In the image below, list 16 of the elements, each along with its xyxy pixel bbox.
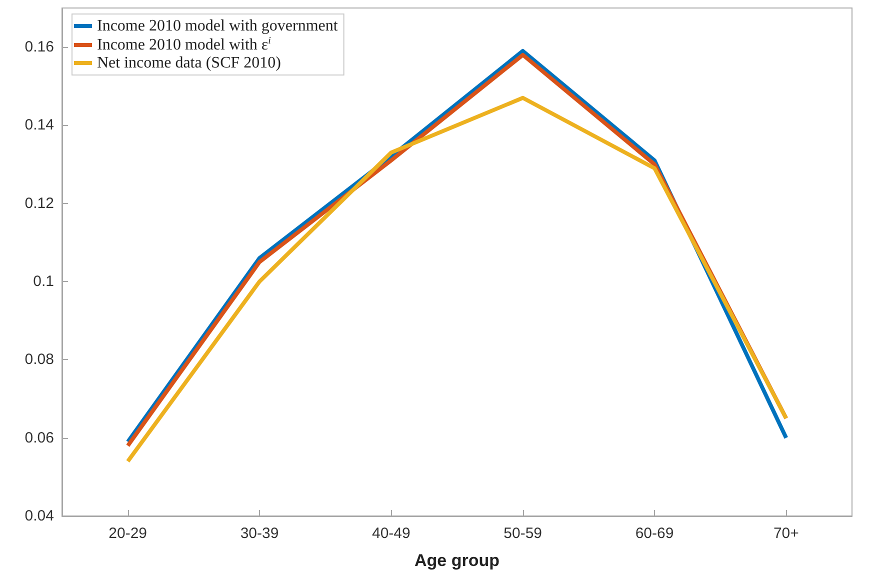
y-tick-label: 0.08 [24,351,54,368]
y-tick-label: 0.16 [24,38,54,56]
x-tick-label: 70+ [773,525,800,542]
x-tick-label: 20-29 [108,525,148,542]
y-tick-label: 0.12 [24,194,54,212]
y-tick-label: 0.1 [33,273,54,290]
y-tick-label: 0.14 [24,116,54,134]
x-tick-label: 50-59 [504,525,542,542]
legend-label: Income 2010 model with government [97,18,338,34]
legend-label: Net income data (SCF 2010) [97,54,281,72]
x-tick-label: 30-39 [240,525,279,542]
y-tick-label: 0.06 [24,429,54,446]
y-tick-label: 0.04 [24,508,54,524]
x-axis-title: Age group [414,551,500,570]
x-tick-label: 60-69 [635,525,674,542]
x-tick-label: 40-49 [372,525,410,542]
